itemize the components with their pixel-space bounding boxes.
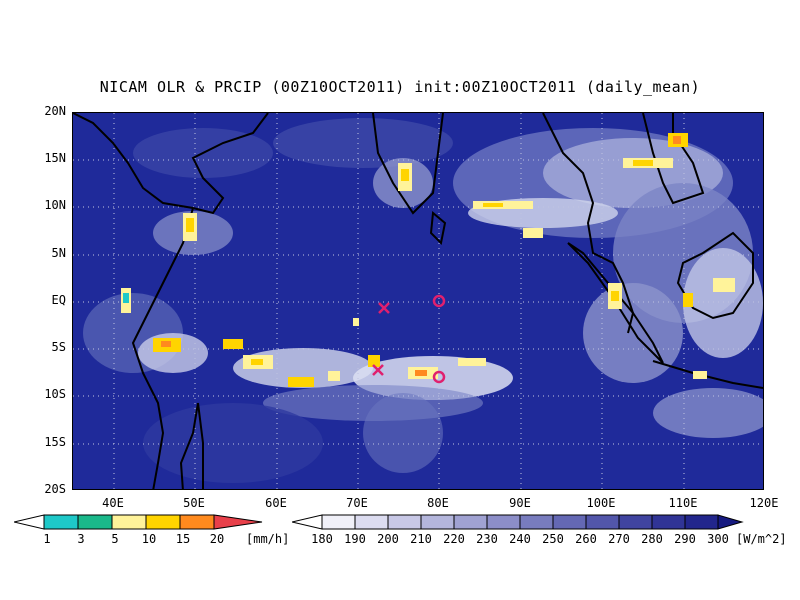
precip-unit-label: [mm/h] xyxy=(246,532,290,546)
circle-marker xyxy=(432,294,446,308)
java-coast xyxy=(652,360,763,389)
lat-label: 20S xyxy=(44,482,66,496)
east-africa-coast xyxy=(131,207,194,489)
lat-label: 15N xyxy=(44,151,66,165)
precip-tick-label: 1 xyxy=(43,532,51,546)
lon-label: 120E xyxy=(749,496,779,510)
olr-tick-label: 210 xyxy=(410,532,432,546)
southeast-asia-coast xyxy=(542,113,635,334)
circle-marker xyxy=(432,370,446,384)
olr-tick-label: 190 xyxy=(344,532,366,546)
olr-tick-label: 290 xyxy=(674,532,696,546)
x-marker xyxy=(372,364,384,376)
lat-label: 20N xyxy=(44,104,66,118)
map-panel xyxy=(72,112,764,490)
lat-label: EQ xyxy=(51,293,66,307)
olr-tick-label: 260 xyxy=(575,532,597,546)
lat-label: 10S xyxy=(44,387,66,401)
olr-colorbar xyxy=(292,514,744,530)
lon-label: 40E xyxy=(102,496,124,510)
india-coast xyxy=(372,113,444,215)
arabia-africa-coast xyxy=(73,113,269,215)
x-marker xyxy=(378,302,390,314)
olr-tick-label: 230 xyxy=(476,532,498,546)
page-title: NICAM OLR & PRCIP (00Z10OCT2011) init:00… xyxy=(99,78,701,96)
olr-tick-label: 250 xyxy=(542,532,564,546)
olr-tick-label: 270 xyxy=(608,532,630,546)
olr-tick-label: 200 xyxy=(377,532,399,546)
sri-lanka-coast xyxy=(429,211,447,246)
madagascar-coast xyxy=(179,402,204,489)
lat-label: 5N xyxy=(51,246,66,260)
precip-tick-label: 5 xyxy=(111,532,119,546)
lon-label: 60E xyxy=(265,496,287,510)
markers xyxy=(372,294,446,384)
lon-label: 90E xyxy=(509,496,531,510)
olr-tick-label: 300 xyxy=(707,532,729,546)
precip-tick-label: 15 xyxy=(175,532,191,546)
lon-label: 100E xyxy=(586,496,616,510)
olr-tick-label: 240 xyxy=(509,532,531,546)
lat-label: 10N xyxy=(44,198,66,212)
precip-tick-label: 3 xyxy=(77,532,85,546)
lat-label: 15S xyxy=(44,435,66,449)
lon-label: 110E xyxy=(668,496,698,510)
precip-patches xyxy=(121,133,735,387)
olr-tick-label: 220 xyxy=(443,532,465,546)
sumatra-coast xyxy=(567,242,664,364)
borneo-coast xyxy=(676,231,754,320)
olr-tick-label: 280 xyxy=(641,532,663,546)
lon-label: 70E xyxy=(346,496,368,510)
precip-colorbar xyxy=(14,514,263,530)
lat-label: 5S xyxy=(51,340,66,354)
precip-tick-label: 10 xyxy=(141,532,157,546)
map-canvas xyxy=(73,113,763,489)
lon-label: 80E xyxy=(427,496,449,510)
olr-unit-label: [W/m^2] xyxy=(736,532,787,546)
olr-tick-label: 180 xyxy=(311,532,333,546)
precip-tick-label: 20 xyxy=(209,532,225,546)
lon-label: 50E xyxy=(183,496,205,510)
